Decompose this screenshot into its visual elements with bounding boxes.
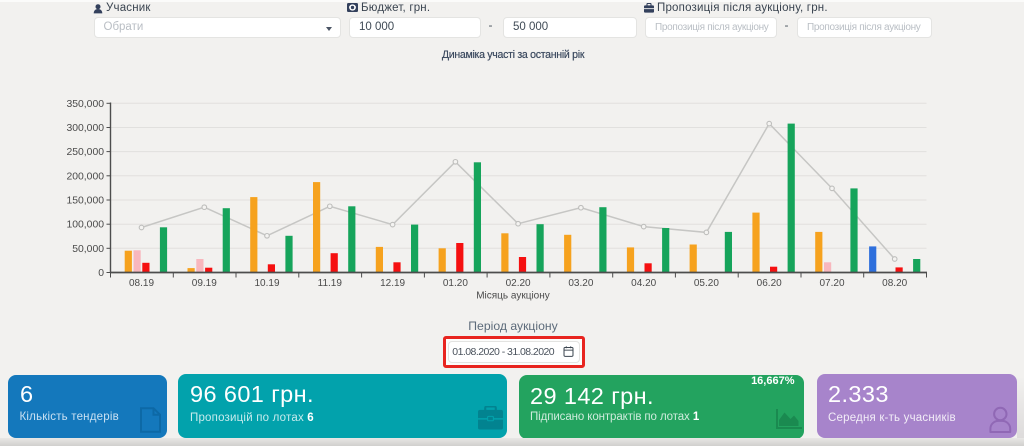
svg-text:06.20: 06.20 bbox=[757, 278, 782, 289]
svg-text:11.19: 11.19 bbox=[318, 278, 343, 289]
svg-text:100,000: 100,000 bbox=[66, 220, 104, 231]
svg-text:250,000: 250,000 bbox=[66, 147, 104, 158]
svg-text:350,000: 350,000 bbox=[66, 99, 104, 110]
svg-text:09.19: 09.19 bbox=[192, 278, 217, 289]
svg-text:05.20: 05.20 bbox=[694, 278, 719, 289]
svg-text:08.20: 08.20 bbox=[882, 278, 907, 289]
svg-text:07.20: 07.20 bbox=[819, 278, 844, 289]
svg-text:03.20: 03.20 bbox=[568, 278, 593, 289]
svg-text:10.19: 10.19 bbox=[254, 278, 279, 289]
svg-text:12.19: 12.19 bbox=[380, 278, 405, 289]
svg-text:04.20: 04.20 bbox=[631, 278, 656, 289]
svg-text:08.19: 08.19 bbox=[129, 278, 154, 289]
svg-text:50,000: 50,000 bbox=[72, 244, 104, 255]
svg-text:01.20: 01.20 bbox=[443, 278, 468, 289]
svg-text:150,000: 150,000 bbox=[66, 196, 104, 207]
svg-text:200,000: 200,000 bbox=[66, 171, 104, 182]
svg-text:0: 0 bbox=[98, 268, 104, 279]
svg-text:02.20: 02.20 bbox=[506, 278, 531, 289]
svg-text:300,000: 300,000 bbox=[66, 123, 104, 134]
svg-text:Місяць аукціону: Місяць аукціону bbox=[476, 291, 550, 302]
